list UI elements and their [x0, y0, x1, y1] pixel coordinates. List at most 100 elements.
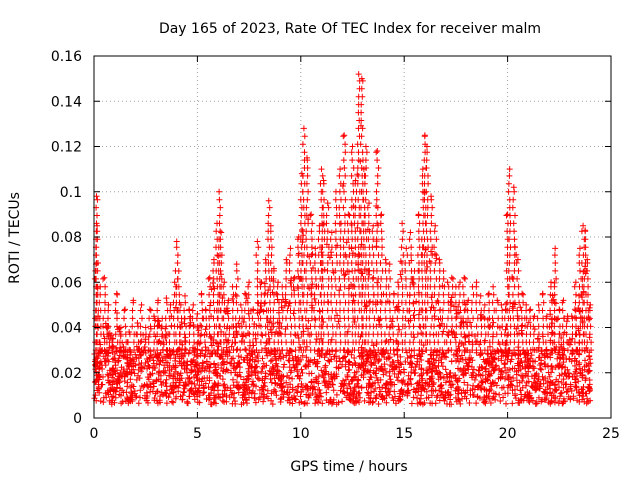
data-point: [122, 306, 129, 313]
data-point: [279, 283, 286, 290]
data-point: [360, 166, 367, 173]
data-point: [300, 125, 307, 132]
data-point: [181, 292, 188, 299]
data-point: [177, 301, 184, 308]
data-point: [134, 319, 141, 326]
data-point: [229, 283, 236, 290]
data-point: [560, 297, 567, 304]
data-point: [206, 274, 213, 281]
data-point: [171, 279, 178, 286]
data-point: [390, 290, 397, 297]
data-point: [473, 279, 480, 286]
data-point: [241, 290, 248, 297]
data-point: [99, 347, 106, 354]
data-point: [527, 306, 534, 313]
data-point: [237, 301, 244, 308]
data-point: [399, 220, 406, 227]
data-point: [543, 313, 550, 320]
data-point: [324, 200, 331, 207]
data-point: [202, 306, 209, 313]
data-point: [225, 297, 232, 304]
data-point: [485, 290, 492, 297]
data-point: [498, 301, 505, 308]
data-point: [198, 290, 205, 297]
data-point: [523, 301, 530, 308]
data-point: [117, 324, 124, 331]
data-point: [275, 279, 282, 286]
data-point: [210, 256, 217, 263]
data-point: [221, 279, 228, 286]
data-point: [407, 229, 414, 236]
data-point: [582, 227, 589, 234]
data-point: [214, 220, 221, 227]
data-point: [287, 245, 294, 252]
data-point: [358, 75, 365, 82]
data-point: [461, 274, 468, 281]
data-point: [159, 315, 166, 322]
data-point: [262, 256, 269, 263]
data-point: [504, 211, 511, 218]
data-point: [332, 188, 339, 195]
data-point: [190, 301, 197, 308]
data-point: [502, 306, 509, 313]
data-point: [481, 301, 488, 308]
data-point: [126, 329, 133, 336]
data-point: [312, 245, 319, 252]
data-point: [138, 301, 145, 308]
data-point: [490, 283, 497, 290]
data-point: [216, 188, 223, 195]
data-point: [370, 222, 377, 229]
x-tick-label: 20: [499, 426, 517, 442]
data-point: [113, 290, 120, 297]
data-point: [163, 295, 170, 302]
data-point: [103, 324, 110, 331]
data-point: [539, 290, 546, 297]
data-point: [267, 222, 274, 229]
data-point: [291, 274, 298, 281]
data-point: [130, 297, 137, 304]
y-tick-label: 0.06: [51, 275, 82, 291]
data-point: [258, 279, 265, 286]
y-tick-label: 0.1: [60, 185, 82, 201]
data-point: [519, 290, 526, 297]
data-point: [94, 222, 101, 229]
data-point: [186, 306, 193, 313]
data-point: [587, 301, 594, 308]
data-point: [411, 267, 418, 274]
data-point: [428, 193, 435, 200]
data-point: [584, 256, 591, 263]
data-point: [531, 313, 538, 320]
data-point: [580, 222, 587, 229]
data-point: [298, 170, 305, 177]
data-point: [366, 200, 373, 207]
y-tick-label: 0: [73, 411, 82, 427]
data-point: [452, 283, 459, 290]
data-point: [254, 238, 261, 245]
data-point: [362, 143, 369, 150]
y-tick-label: 0.12: [51, 140, 82, 156]
data-point: [142, 324, 149, 331]
x-tick-label: 5: [193, 426, 202, 442]
data-point: [328, 229, 335, 236]
y-tick-label: 0.16: [51, 49, 82, 65]
x-tick-label: 15: [395, 426, 413, 442]
data-point: [386, 261, 393, 268]
data-point: [167, 301, 174, 308]
data-point: [423, 143, 430, 150]
data-point: [150, 313, 157, 320]
data-point: [295, 234, 302, 240]
x-tick-label: 10: [292, 426, 310, 442]
data-point: [556, 306, 563, 313]
data-point: [95, 313, 102, 320]
data-point: [548, 279, 555, 286]
data-point: [444, 279, 451, 286]
data-point: [92, 358, 99, 365]
data-point: [109, 335, 116, 342]
x-tick-label: 0: [90, 426, 99, 442]
data-point: [355, 71, 362, 78]
data-point: [514, 256, 521, 263]
axes: 0 5 10 15 20 25 0 0.02 0.04 0.06 0.08 0.1 0.12 0.14 0.…: [51, 49, 620, 442]
data-point: [432, 222, 439, 229]
data-point: [494, 297, 501, 304]
